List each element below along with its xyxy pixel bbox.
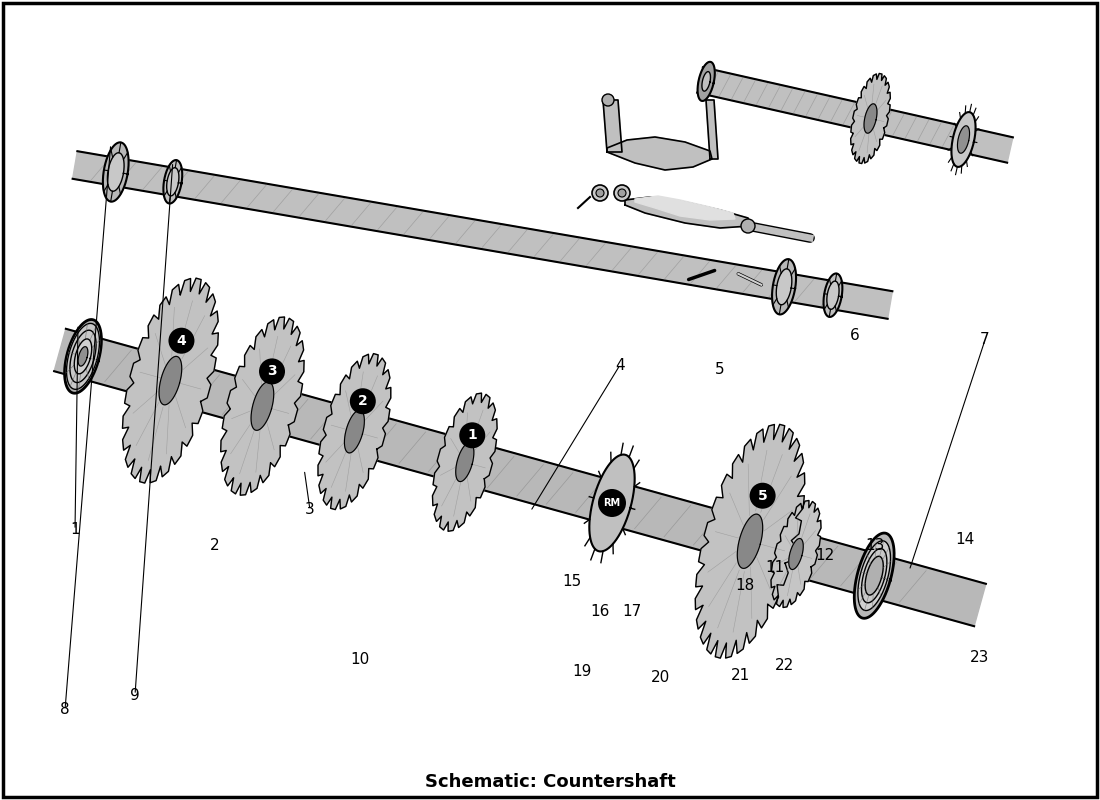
Polygon shape <box>344 410 364 453</box>
Text: 11: 11 <box>766 561 784 575</box>
Polygon shape <box>70 330 96 382</box>
Text: 6: 6 <box>850 327 860 342</box>
Polygon shape <box>855 533 894 618</box>
Polygon shape <box>167 168 179 196</box>
Text: 19: 19 <box>572 665 592 679</box>
Polygon shape <box>122 278 218 483</box>
Circle shape <box>460 422 485 448</box>
Text: 16: 16 <box>591 605 609 619</box>
Text: 23: 23 <box>970 650 990 666</box>
Polygon shape <box>455 443 474 482</box>
Polygon shape <box>160 356 182 405</box>
Polygon shape <box>108 153 124 191</box>
Polygon shape <box>858 541 891 610</box>
Polygon shape <box>590 454 635 551</box>
Polygon shape <box>635 196 735 220</box>
Polygon shape <box>824 274 843 317</box>
Polygon shape <box>66 323 99 390</box>
Text: 4: 4 <box>615 358 625 373</box>
Polygon shape <box>861 549 887 603</box>
Text: 3: 3 <box>305 502 315 518</box>
Polygon shape <box>603 100 622 152</box>
Circle shape <box>598 489 626 517</box>
Polygon shape <box>827 281 839 310</box>
Text: 18: 18 <box>736 578 755 593</box>
Circle shape <box>592 185 608 201</box>
Polygon shape <box>221 317 304 495</box>
Polygon shape <box>957 126 969 154</box>
Text: 7: 7 <box>980 333 990 347</box>
Polygon shape <box>318 354 390 510</box>
Text: 9: 9 <box>130 687 140 702</box>
Text: 13: 13 <box>866 538 884 553</box>
Polygon shape <box>73 151 892 318</box>
Polygon shape <box>706 100 718 159</box>
Polygon shape <box>251 382 274 430</box>
Polygon shape <box>103 142 129 202</box>
Polygon shape <box>952 112 976 167</box>
Text: 8: 8 <box>60 702 69 718</box>
Text: RM: RM <box>604 498 620 508</box>
Polygon shape <box>789 538 803 570</box>
Text: 21: 21 <box>730 667 749 682</box>
Text: 14: 14 <box>956 533 975 547</box>
Text: 17: 17 <box>623 605 641 619</box>
Polygon shape <box>777 269 792 305</box>
Polygon shape <box>164 160 183 203</box>
Polygon shape <box>864 104 877 133</box>
Polygon shape <box>78 346 88 366</box>
Polygon shape <box>772 259 796 314</box>
Text: 12: 12 <box>815 547 835 562</box>
Circle shape <box>741 219 755 233</box>
Text: 10: 10 <box>351 653 370 667</box>
Circle shape <box>602 94 614 106</box>
Polygon shape <box>75 339 91 374</box>
Polygon shape <box>850 74 890 163</box>
Circle shape <box>618 189 626 197</box>
Circle shape <box>350 388 376 414</box>
Polygon shape <box>65 319 101 394</box>
Text: 22: 22 <box>776 658 794 673</box>
Text: 4: 4 <box>177 334 186 348</box>
Circle shape <box>614 185 630 201</box>
Polygon shape <box>865 556 883 595</box>
Text: 2: 2 <box>358 394 367 408</box>
Text: 20: 20 <box>650 670 670 686</box>
Circle shape <box>258 358 285 385</box>
Text: 1: 1 <box>70 522 80 538</box>
Circle shape <box>749 482 775 509</box>
Text: 15: 15 <box>562 574 582 590</box>
Polygon shape <box>432 393 497 531</box>
Polygon shape <box>54 329 986 626</box>
Polygon shape <box>625 197 750 228</box>
Text: 3: 3 <box>267 365 277 378</box>
Polygon shape <box>737 514 762 568</box>
Polygon shape <box>695 424 805 658</box>
Circle shape <box>168 328 195 354</box>
Polygon shape <box>607 137 712 170</box>
Polygon shape <box>771 501 821 607</box>
Text: 1: 1 <box>468 428 477 442</box>
Text: 2: 2 <box>210 538 220 553</box>
Polygon shape <box>697 62 715 101</box>
Text: 5: 5 <box>715 362 725 378</box>
Polygon shape <box>697 67 1013 162</box>
Text: Schematic: Countershaft: Schematic: Countershaft <box>425 773 675 791</box>
Text: 5: 5 <box>758 489 768 502</box>
Polygon shape <box>702 72 711 91</box>
Circle shape <box>596 189 604 197</box>
